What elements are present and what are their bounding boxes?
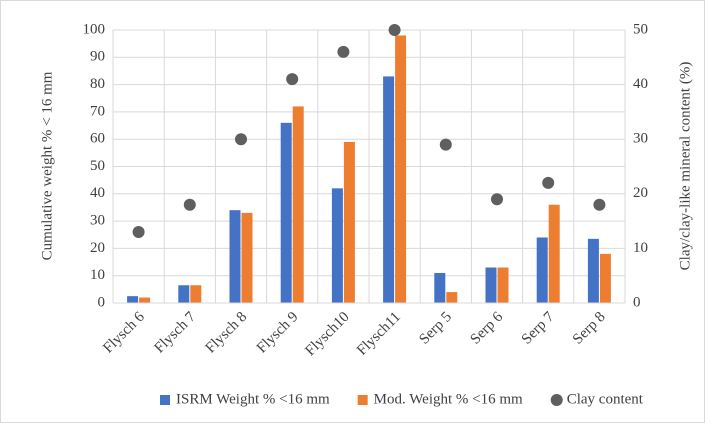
bar (548, 204, 560, 303)
point (286, 73, 299, 86)
point (337, 45, 350, 58)
bar (536, 237, 548, 303)
bar (434, 272, 446, 303)
bar (178, 285, 190, 303)
bar (292, 106, 304, 303)
y-tick-label: 70 (90, 103, 105, 119)
legend-marker (357, 395, 368, 405)
bar (190, 285, 202, 303)
y-tick-label: 30 (90, 213, 105, 229)
y-tick-label: 100 (83, 21, 106, 37)
legend-marker (550, 394, 563, 406)
bar (599, 253, 611, 303)
bar (485, 267, 497, 303)
legend-label: ISRM Weight % <16 mm (176, 391, 330, 407)
point (132, 226, 145, 239)
y2-tick-label: 10 (633, 240, 648, 256)
y2-tick-label: 30 (633, 131, 648, 147)
bar (446, 292, 458, 303)
y2-tick-label: 20 (633, 185, 648, 201)
y-tick-label: 90 (90, 49, 105, 65)
y-tick-label: 80 (90, 76, 105, 92)
bar (280, 122, 292, 303)
y2-tick-label: 50 (633, 21, 648, 37)
point (388, 24, 401, 36)
legend-marker (160, 395, 170, 405)
point (439, 138, 452, 151)
point (542, 176, 555, 189)
point (235, 133, 247, 146)
point (593, 198, 606, 211)
y-tick-label: 50 (90, 158, 105, 174)
bar (343, 141, 355, 303)
bar (395, 35, 407, 304)
bar (383, 76, 395, 303)
y-tick-label: 20 (90, 240, 105, 256)
y2-axis-label: Clay/clay-like mineral content (%) (677, 62, 693, 271)
y2-tick-label: 0 (633, 294, 641, 310)
y2-tick-label: 40 (633, 76, 648, 92)
legend-label: Mod. Weight % <16 mm (374, 391, 523, 407)
bar (139, 297, 151, 303)
y-tick-label: 10 (90, 267, 105, 283)
bar (127, 296, 139, 303)
bar (241, 212, 253, 303)
y-tick-label: 40 (90, 185, 105, 201)
bar (497, 267, 509, 303)
bar (331, 188, 343, 303)
legend-label: Clay content (567, 391, 644, 407)
point (183, 198, 196, 211)
bar (229, 210, 241, 303)
point (491, 193, 503, 206)
y-tick-label: 0 (98, 294, 106, 310)
bar (587, 238, 599, 303)
y-tick-label: 60 (90, 131, 105, 147)
y-axis-label: Cumulative weight % < 16 mm (39, 71, 55, 260)
